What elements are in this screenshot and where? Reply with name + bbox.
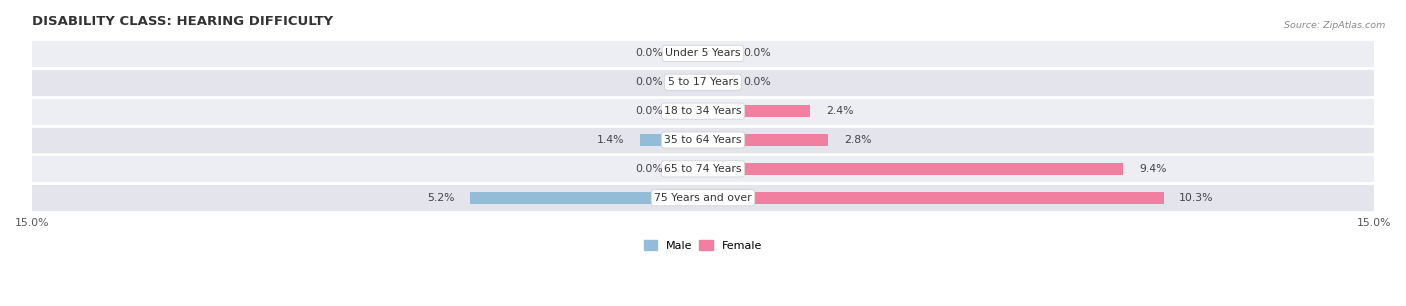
Bar <box>32 125 1374 155</box>
Bar <box>679 105 703 117</box>
Text: Source: ZipAtlas.com: Source: ZipAtlas.com <box>1284 21 1385 30</box>
Bar <box>32 68 1374 97</box>
Text: 9.4%: 9.4% <box>1139 164 1167 174</box>
Text: 18 to 34 Years: 18 to 34 Years <box>664 106 742 116</box>
Legend: Male, Female: Male, Female <box>640 236 766 255</box>
Bar <box>32 97 1374 125</box>
Text: 75 Years and over: 75 Years and over <box>654 193 752 203</box>
Bar <box>703 105 810 117</box>
Text: 10.3%: 10.3% <box>1180 193 1213 203</box>
Bar <box>32 39 1374 68</box>
Bar <box>640 134 703 146</box>
Text: 2.8%: 2.8% <box>844 135 872 145</box>
Bar <box>703 192 1164 204</box>
Text: 0.0%: 0.0% <box>636 77 662 87</box>
Text: 35 to 64 Years: 35 to 64 Years <box>664 135 742 145</box>
Text: 0.0%: 0.0% <box>744 48 770 58</box>
Bar <box>703 163 1123 175</box>
Text: 65 to 74 Years: 65 to 74 Years <box>664 164 742 174</box>
Text: 1.4%: 1.4% <box>598 135 624 145</box>
Bar <box>679 47 703 59</box>
Bar <box>32 155 1374 183</box>
Text: 2.4%: 2.4% <box>825 106 853 116</box>
Bar <box>703 47 727 59</box>
Bar <box>703 76 727 88</box>
Bar <box>679 76 703 88</box>
Text: 0.0%: 0.0% <box>744 77 770 87</box>
Bar <box>679 163 703 175</box>
Text: Under 5 Years: Under 5 Years <box>665 48 741 58</box>
Text: 0.0%: 0.0% <box>636 106 662 116</box>
Text: 5.2%: 5.2% <box>427 193 454 203</box>
Text: 0.0%: 0.0% <box>636 48 662 58</box>
Text: 0.0%: 0.0% <box>636 164 662 174</box>
Bar <box>703 134 828 146</box>
Text: 5 to 17 Years: 5 to 17 Years <box>668 77 738 87</box>
Bar <box>32 183 1374 212</box>
Bar <box>471 192 703 204</box>
Text: DISABILITY CLASS: HEARING DIFFICULTY: DISABILITY CLASS: HEARING DIFFICULTY <box>32 15 333 28</box>
